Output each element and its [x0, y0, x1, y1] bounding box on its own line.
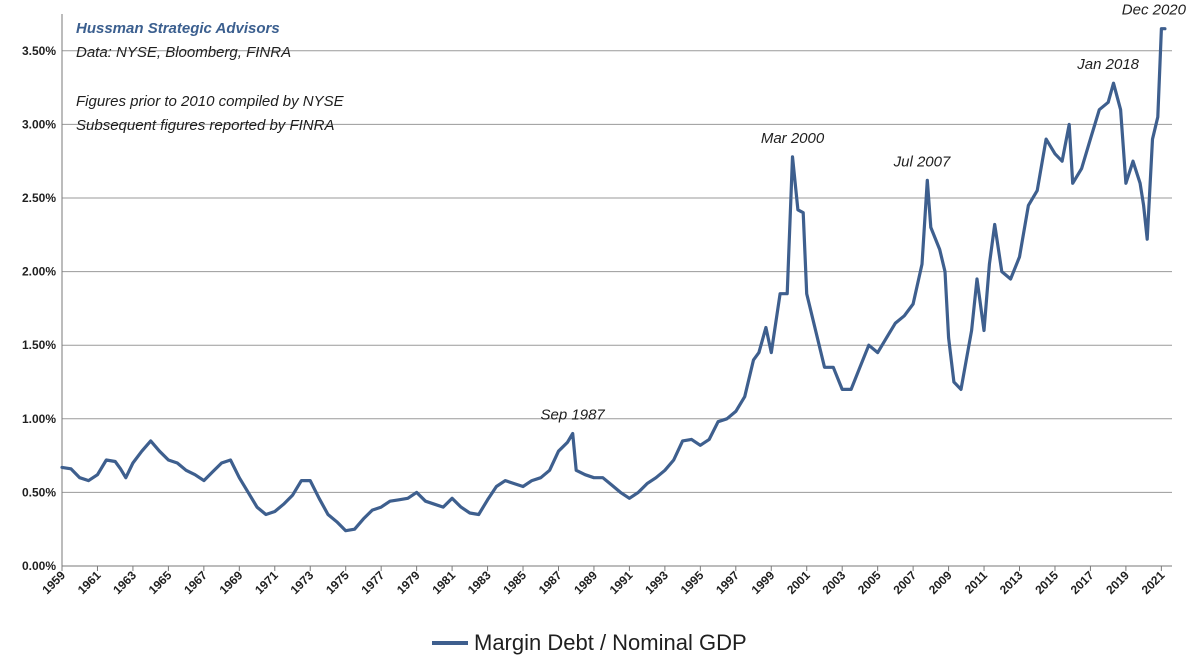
- source-data: Data: NYSE, Bloomberg, FINRA: [76, 44, 292, 61]
- x-tick-label: 1991: [607, 568, 636, 597]
- y-tick-label: 0.50%: [22, 485, 56, 499]
- x-tick-label: 1963: [110, 568, 139, 597]
- x-tick-label: 1961: [75, 568, 104, 597]
- x-tick-label: 1977: [359, 568, 388, 597]
- annotations: Sep 1987 Mar 2000 Jul 2007 Jan 2018 Dec 2020: [541, 2, 1187, 424]
- x-tick-label: 2017: [1068, 568, 1097, 597]
- y-tick-label: 2.50%: [22, 191, 56, 205]
- y-tick-label: 3.00%: [22, 117, 56, 131]
- x-tick-label: 1989: [571, 568, 600, 597]
- axes: [61, 14, 1172, 571]
- x-tick-label: 2001: [784, 568, 813, 597]
- annotation-label: Mar 2000: [761, 130, 825, 147]
- x-tick-label: 2007: [890, 568, 919, 597]
- legend: Margin Debt / Nominal GDP: [432, 630, 747, 656]
- x-tick-label: 2019: [1103, 568, 1132, 597]
- series-line: [60, 27, 1167, 533]
- x-tick-label: 2021: [1139, 568, 1168, 597]
- annotation-label: Jul 2007: [893, 153, 951, 170]
- x-tick-label: 1967: [181, 568, 210, 597]
- y-tick-label: 0.00%: [22, 559, 56, 573]
- legend-swatch: [432, 641, 468, 645]
- series-layer: [60, 27, 1167, 533]
- x-tick-label: 1973: [288, 568, 317, 597]
- annotation-label: Jan 2018: [1076, 56, 1139, 73]
- x-tick-label: 1971: [252, 568, 281, 597]
- x-tick-label: 1979: [394, 568, 423, 597]
- x-tick-label: 1997: [713, 568, 742, 597]
- x-tick-label: 1987: [536, 568, 565, 597]
- x-tick-label: 2005: [855, 568, 884, 597]
- x-tick-label: 2011: [962, 568, 991, 597]
- x-tick-label: 2009: [926, 568, 955, 597]
- x-tick-label: 2013: [997, 568, 1026, 597]
- x-tick-label: 1965: [146, 568, 175, 597]
- x-tick-label: 2015: [1032, 568, 1061, 597]
- y-tick-label: 2.00%: [22, 265, 56, 279]
- x-tick-label: 1985: [500, 568, 529, 597]
- legend-label: Margin Debt / Nominal GDP: [474, 630, 747, 655]
- source-org: Hussman Strategic Advisors: [76, 20, 280, 37]
- annotation-label: Dec 2020: [1122, 2, 1187, 19]
- x-tick-label: 1975: [323, 568, 352, 597]
- note-line-1: Figures prior to 2010 compiled by NYSE: [76, 93, 344, 110]
- note-line-2: Subsequent figures reported by FINRA: [76, 117, 335, 134]
- x-tick-label: 1969: [217, 568, 246, 597]
- x-tick-label: 1993: [642, 568, 671, 597]
- y-tick-labels: 0.00% 0.50% 1.00% 1.50% 2.00% 2.50% 3.00% 3.50%: [22, 44, 56, 573]
- y-tick-label: 1.00%: [22, 412, 56, 426]
- y-tick-label: 1.50%: [22, 338, 56, 352]
- annotation-label: Sep 1987: [541, 407, 606, 424]
- x-tick-label: 1981: [429, 568, 458, 597]
- x-tick-label: 2003: [820, 568, 849, 597]
- x-tick-label: 1983: [465, 568, 494, 597]
- x-tick-label: 1999: [749, 568, 778, 597]
- x-tick-label: 1995: [678, 568, 707, 597]
- x-tick-labels: 1959 1961 1963 1965 1967 1969 1971 1973 1975 1977…: [39, 568, 1167, 597]
- y-tick-label: 3.50%: [22, 44, 56, 58]
